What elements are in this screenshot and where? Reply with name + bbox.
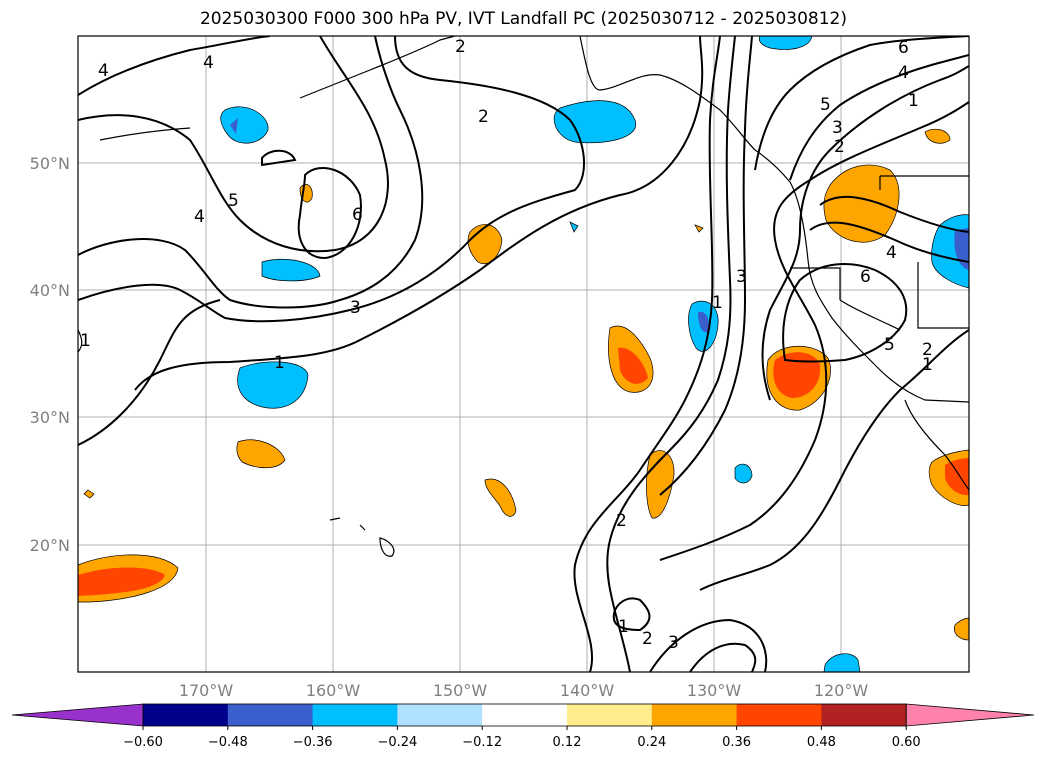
svg-text:4: 4 [886, 243, 897, 263]
svg-text:6: 6 [352, 205, 363, 225]
colorbar-tick-label: 0.48 [807, 735, 836, 750]
colorbar-tick-label: 0.24 [637, 735, 666, 750]
colorbar-tick-label: 0.36 [722, 735, 751, 750]
svg-text:6: 6 [898, 38, 909, 58]
colorbar: −0.60 −0.48 −0.36 −0.24 −0.12 0.12 0.24 0.36 0.4… [11, 703, 1035, 750]
svg-text:4: 4 [203, 53, 214, 73]
lat-tick-label: 30°N [30, 408, 70, 427]
colorbar-outline [142, 703, 907, 727]
svg-text:2: 2 [455, 37, 466, 57]
lon-tick-label: 140°W [560, 681, 615, 700]
svg-text:1: 1 [712, 293, 723, 313]
colorbar-tick-label: −0.36 [293, 735, 333, 750]
svg-text:1: 1 [274, 353, 285, 373]
lat-tick-label: 20°N [30, 536, 70, 555]
lon-tick-label: 170°W [179, 681, 234, 700]
svg-text:4: 4 [98, 61, 109, 81]
svg-text:5: 5 [228, 191, 239, 211]
colorbar-segment [736, 704, 822, 726]
svg-text:1: 1 [922, 355, 933, 375]
svg-text:4: 4 [194, 207, 205, 227]
svg-text:2: 2 [478, 107, 489, 127]
svg-text:2: 2 [642, 629, 653, 649]
lat-tick-label: 50°N [30, 154, 70, 173]
lon-tick-label: 150°W [433, 681, 488, 700]
contour-labels: 4 4 5 4 6 2 3 1 1 2 1 3 6 4 1 5 3 2 4 6 … [80, 37, 933, 653]
coastlines [78, 36, 969, 557]
colorbar-segment [482, 704, 568, 726]
svg-text:2: 2 [922, 340, 933, 360]
colorbar-segment [821, 704, 907, 726]
lon-tick-label: 120°W [814, 681, 869, 700]
svg-text:1: 1 [618, 617, 629, 637]
svg-text:1: 1 [908, 91, 919, 111]
svg-text:3: 3 [350, 298, 361, 318]
colorbar-tick-label: −0.60 [123, 735, 163, 750]
colorbar-tick-label: 0.12 [553, 735, 582, 750]
svg-text:2: 2 [834, 137, 845, 157]
svg-text:5: 5 [884, 335, 895, 355]
ivt-contours [78, 36, 969, 672]
lon-tick-label: 160°W [306, 681, 361, 700]
svg-text:3: 3 [832, 118, 843, 138]
svg-text:6: 6 [860, 267, 871, 287]
colorbar-segment [567, 704, 653, 726]
lat-axis: 50°N 40°N 30°N 20°N [30, 154, 70, 555]
svg-text:3: 3 [668, 633, 679, 653]
colorbar-segment [227, 704, 314, 726]
colorbar-segment [143, 704, 229, 726]
colorbar-tick-label: −0.12 [462, 735, 502, 750]
pv-shading [78, 36, 969, 672]
colorbar-segment [397, 704, 483, 726]
lat-tick-label: 40°N [30, 281, 70, 300]
colorbar-extension-max [905, 703, 1035, 727]
lon-axis: 170°W 160°W 150°W 140°W 130°W 120°W [179, 681, 869, 700]
svg-text:1: 1 [80, 331, 91, 351]
colorbar-segment [312, 704, 398, 726]
colorbar-segment [651, 704, 738, 726]
map-title: 2025030300 F000 300 hPa PV, IVT Landfall… [199, 9, 847, 29]
svg-text:3: 3 [736, 267, 747, 287]
svg-text:5: 5 [820, 95, 831, 115]
gridlines [78, 36, 969, 672]
colorbar-tick-label: −0.48 [208, 735, 248, 750]
colorbar-tick-label: 0.60 [892, 735, 921, 750]
lon-tick-label: 130°W [687, 681, 742, 700]
svg-text:2: 2 [616, 511, 627, 531]
svg-text:4: 4 [898, 63, 909, 83]
map-frame [77, 35, 970, 673]
colorbar-tick-label: −0.24 [377, 735, 417, 750]
colorbar-extension-min [11, 703, 144, 727]
